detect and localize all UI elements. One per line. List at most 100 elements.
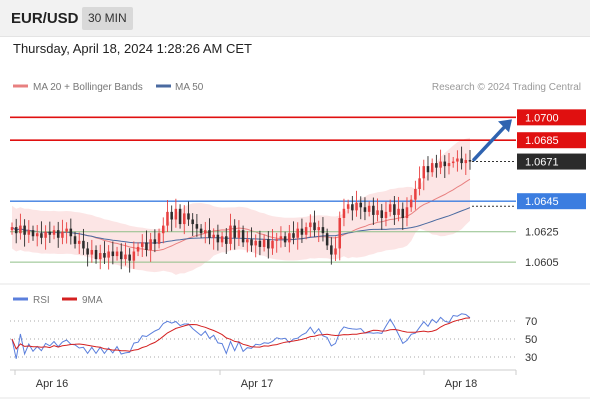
candle-body — [304, 227, 308, 235]
candle-body — [199, 228, 203, 234]
candle-body — [309, 222, 312, 228]
candle-body — [233, 225, 236, 238]
forecast-arrow-shaft — [472, 123, 508, 162]
candle-body — [338, 217, 342, 249]
chart-header: EUR/USD 30 MIN — [0, 0, 590, 37]
forecast-arrow — [472, 119, 512, 162]
candle-body — [292, 233, 295, 238]
candle-body — [195, 224, 199, 229]
candle-body — [414, 189, 417, 200]
current-price-badge — [517, 153, 586, 170]
rsi-level-label-70: 70 — [525, 316, 537, 328]
candle-body — [191, 219, 194, 225]
candle-body — [321, 227, 325, 234]
candle-body — [363, 207, 367, 212]
candle-body — [380, 210, 384, 218]
candle-body — [388, 204, 392, 212]
moving-averages — [11, 178, 471, 252]
candle-body — [229, 225, 232, 244]
forecast-arrow-head — [498, 119, 512, 133]
candle-body — [119, 251, 123, 260]
candle-body — [393, 204, 396, 215]
candle-body — [94, 249, 98, 260]
candle-body — [451, 161, 455, 164]
candle-body — [14, 227, 18, 234]
candle-body — [225, 236, 228, 244]
candle-body — [342, 208, 346, 218]
candle-body — [52, 230, 56, 235]
price-levels — [10, 116, 516, 263]
candle-body — [124, 254, 127, 260]
candle-body — [376, 210, 379, 215]
current-price-label: 1.0671 — [525, 157, 559, 169]
candle-body — [115, 251, 119, 257]
ma9-legend-swatch — [62, 297, 77, 301]
candle-body — [216, 234, 220, 243]
candle-body — [212, 234, 215, 238]
candle-body — [346, 204, 350, 209]
level-label-1.0645: 1.0645 — [525, 196, 559, 208]
candle-body — [149, 239, 152, 250]
candle-body — [283, 236, 287, 243]
candle-body — [145, 242, 148, 250]
candle-body — [359, 202, 363, 208]
candle-body — [153, 239, 157, 244]
candle-body — [447, 163, 451, 167]
symbol-label: EUR/USD — [11, 10, 79, 27]
candle-body — [246, 239, 249, 243]
candle-body — [300, 228, 304, 235]
candle-body — [409, 199, 413, 208]
bollinger-band-area — [12, 137, 470, 275]
candle-body — [157, 233, 161, 244]
timeframe-button[interactable]: 30 MIN — [82, 7, 133, 30]
candle-body — [439, 161, 442, 168]
candle-body — [426, 166, 430, 173]
candle-body — [90, 249, 94, 255]
candle-body — [435, 163, 438, 168]
candle-body — [174, 208, 178, 220]
candle-body — [405, 207, 409, 218]
candles — [10, 146, 472, 273]
candle-body — [313, 222, 316, 231]
candle-body — [31, 230, 35, 237]
candle-body — [86, 248, 89, 255]
ma20-legend-label: MA 20 + Bollinger Bands — [33, 82, 143, 93]
candle-body — [464, 160, 468, 164]
candle-body — [275, 239, 278, 241]
candle-body — [397, 208, 400, 215]
candle-body — [317, 227, 320, 231]
candle-body — [296, 228, 299, 238]
candle-body — [140, 242, 144, 247]
candle-body — [82, 240, 85, 249]
candle-body — [422, 166, 426, 179]
bollinger-bands — [12, 137, 470, 275]
ma50-line — [11, 207, 471, 244]
candle-body — [208, 230, 211, 238]
candle-body — [372, 205, 375, 215]
candle-body — [330, 245, 333, 255]
candle-body — [166, 211, 169, 226]
rsi-level-label-30: 30 — [525, 352, 537, 364]
time-tick-label: Apr 16 — [36, 378, 68, 390]
candle-body — [103, 253, 106, 258]
candle-body — [19, 225, 22, 234]
time-tick-label: Apr 18 — [445, 378, 477, 390]
candle-body — [367, 205, 371, 212]
candle-body — [187, 213, 190, 220]
candle-body — [351, 204, 354, 211]
level-badge-1.0645 — [517, 193, 586, 210]
candle-body — [77, 240, 81, 244]
candle-body — [128, 254, 131, 261]
candle-body — [325, 233, 329, 246]
credit-text: Research © 2024 Trading Central — [432, 82, 581, 93]
rsi-legend-label: RSI — [33, 295, 50, 306]
rsi-panel: 70 50 30 — [10, 313, 537, 364]
rsi-legend-swatch — [13, 297, 28, 301]
candle-body — [27, 230, 31, 235]
candle-body — [132, 251, 136, 261]
candle-body — [288, 233, 291, 243]
candle-body — [430, 163, 434, 173]
candle-body — [65, 228, 68, 232]
level-badge-1.0700 — [517, 109, 586, 126]
candle-body — [384, 211, 388, 218]
